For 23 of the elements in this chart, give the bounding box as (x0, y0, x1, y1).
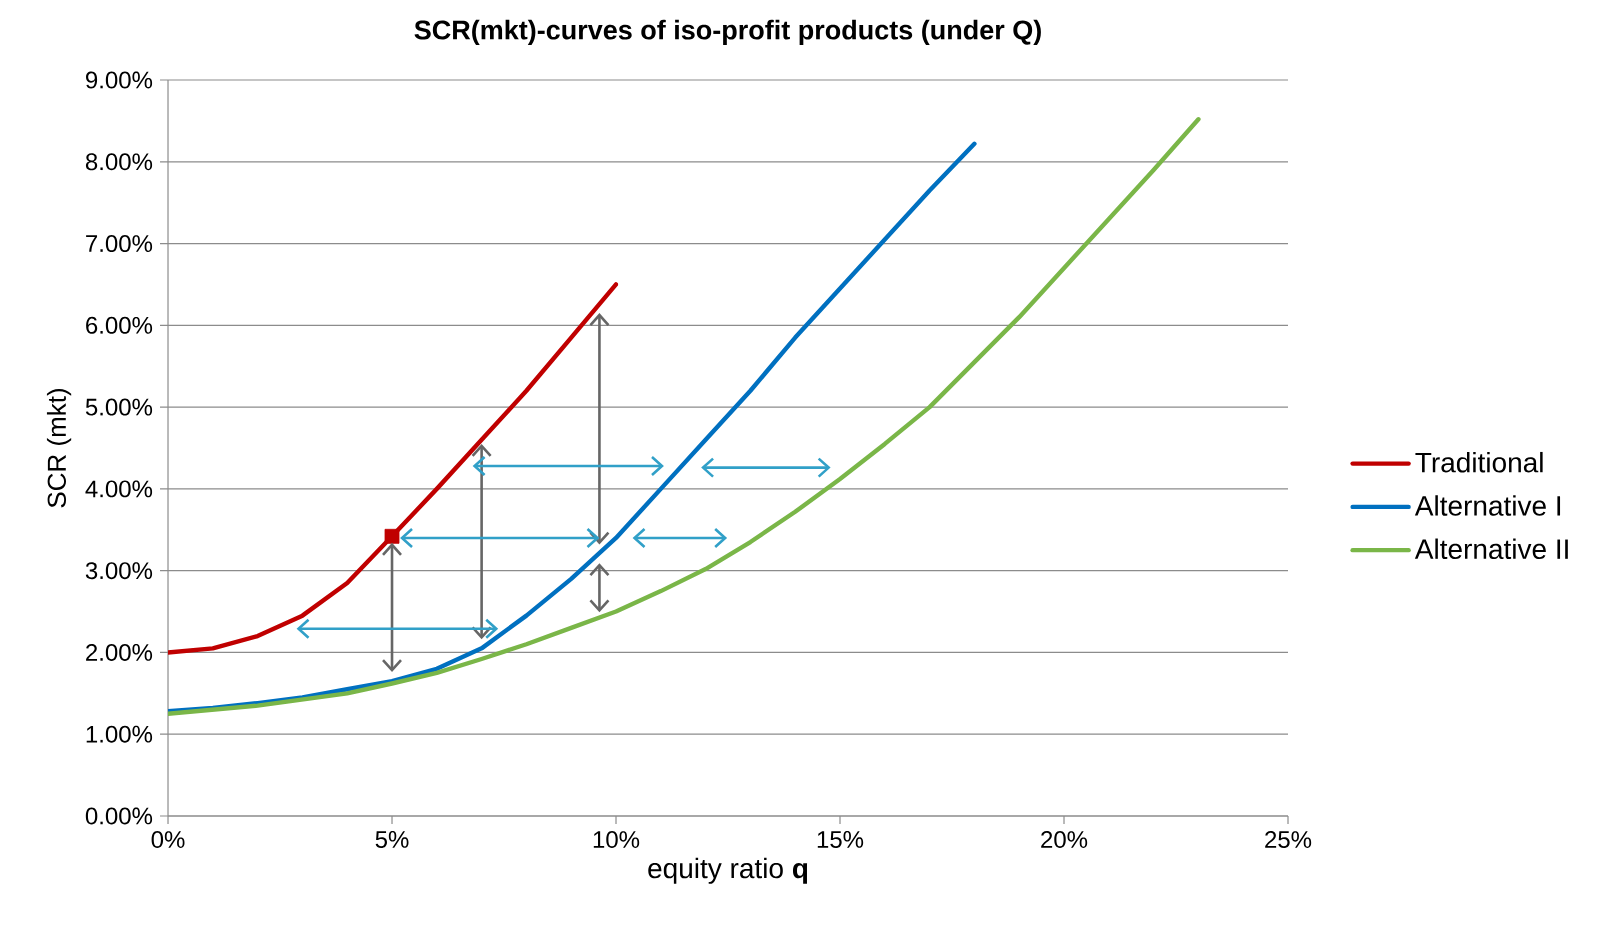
y-tick-label: 9.00% (86, 71, 153, 89)
x-axis-title: equity ratio q (648, 857, 808, 884)
y-tick-label: 1.00% (86, 725, 153, 743)
y-tick-label: 8.00% (85, 153, 153, 171)
legend-label: Traditional (1415, 451, 1543, 473)
y-tick-label: 6.00% (86, 316, 153, 334)
y-tick-label: 7.00% (86, 235, 153, 253)
x-tick-label: 10% (593, 831, 640, 849)
x-tick-label: 5% (375, 831, 409, 848)
legend-label: Alternative II (1414, 538, 1568, 560)
x-tick-label: 15% (817, 831, 864, 848)
legend-label: Alternative I (1414, 495, 1561, 516)
y-tick-label: 2.00% (86, 643, 153, 661)
x-tick-label: 20% (1041, 831, 1088, 849)
y-tick-label: 3.00% (85, 562, 153, 580)
y-tick-label: 4.00% (85, 480, 153, 498)
x-tick-label: 25% (1265, 831, 1312, 849)
chart-title: SCR(mkt)-curves of iso-profit products (under Q) (414, 19, 1041, 45)
y-tick-label: 0.00% (85, 807, 153, 825)
x-tick-label: 0% (151, 831, 185, 849)
y-axis-title: SCR (mkt) (46, 388, 72, 508)
y-tick-label: 5.00% (85, 398, 153, 416)
line-series (168, 282, 619, 655)
